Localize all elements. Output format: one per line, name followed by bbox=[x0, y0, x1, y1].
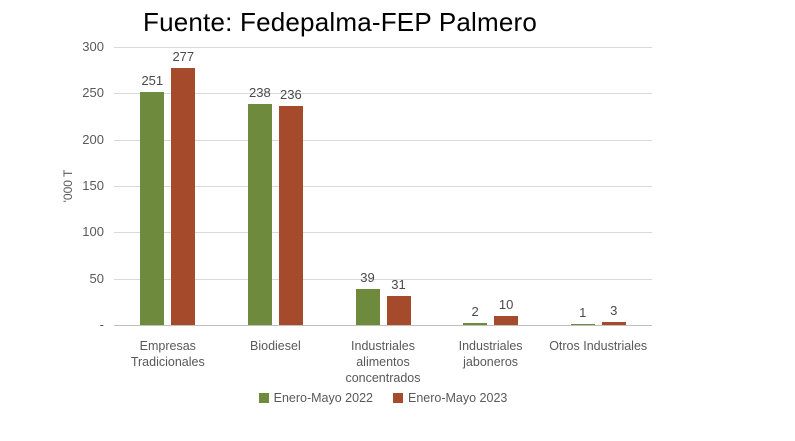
bar-value-label: 39 bbox=[360, 269, 375, 285]
y-tick-label: 100 bbox=[82, 224, 104, 240]
bar-value-label: 251 bbox=[141, 73, 164, 89]
x-axis-line bbox=[114, 325, 652, 326]
chart-title: Fuente: Fedepalma-FEP Palmero bbox=[143, 7, 538, 37]
gridline bbox=[114, 186, 652, 187]
bar-value-label: 2 bbox=[471, 304, 479, 320]
gridline bbox=[114, 278, 652, 280]
bar-value-label: 3 bbox=[610, 303, 618, 319]
x-category-label: Biodiesel bbox=[250, 339, 301, 353]
bar-series-1 bbox=[355, 288, 380, 325]
bar-value-label: 31 bbox=[391, 277, 406, 293]
x-category-label: Industriales alimentos concentrados bbox=[345, 339, 421, 385]
y-tick-label: 150 bbox=[82, 178, 104, 193]
bar-value-label: 1 bbox=[579, 304, 587, 320]
bar-value-label: 236 bbox=[280, 87, 302, 103]
y-tick-label: - bbox=[99, 317, 104, 332]
gridline bbox=[114, 232, 652, 234]
legend-item-2: Enero-Mayo 2023 bbox=[393, 391, 507, 405]
bar-series-2 bbox=[494, 315, 519, 325]
bar-value-label: 238 bbox=[249, 85, 271, 101]
bar-value-label: 277 bbox=[172, 49, 195, 65]
x-category-label: Empresas Tradicionales bbox=[130, 339, 205, 369]
y-tick-label: 50 bbox=[89, 270, 104, 286]
bar-value-label: 10 bbox=[498, 296, 514, 312]
bar-series-2 bbox=[171, 68, 196, 325]
legend-item-1: Enero-Mayo 2022 bbox=[258, 391, 373, 405]
bar-series-2 bbox=[601, 322, 626, 325]
x-category-label: Industriales jaboneros bbox=[458, 339, 523, 369]
legend-swatch-icon bbox=[258, 393, 269, 403]
legend-label: Enero-Mayo 2023 bbox=[408, 391, 508, 405]
y-tick-label: 250 bbox=[82, 85, 104, 101]
x-category-label: Otros Industriales bbox=[549, 339, 648, 353]
bar-series-1 bbox=[140, 92, 165, 325]
bar-series-1 bbox=[247, 104, 272, 325]
bar-series-1 bbox=[570, 323, 595, 325]
legend: Enero-Mayo 2022 Enero-Mayo 2023 bbox=[114, 391, 652, 405]
bar-series-1 bbox=[463, 323, 488, 325]
legend-label: Enero-Mayo 2022 bbox=[273, 391, 373, 405]
bar-series-2 bbox=[278, 106, 303, 325]
legend-swatch-icon bbox=[393, 393, 403, 403]
bar-series-2 bbox=[386, 296, 411, 325]
gridline bbox=[114, 139, 652, 141]
y-tick-label: 200 bbox=[82, 131, 104, 147]
gridline bbox=[114, 47, 652, 48]
y-tick-label: 300 bbox=[82, 39, 104, 54]
gridline bbox=[114, 93, 652, 95]
